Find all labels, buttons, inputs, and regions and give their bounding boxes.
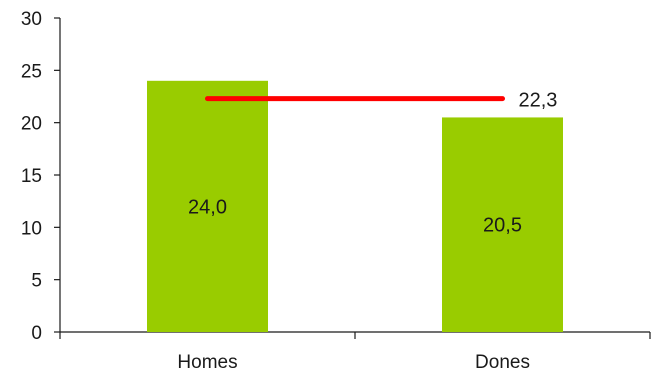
y-tick-label: 20 [21,114,42,135]
y-tick-label: 25 [21,61,42,82]
bar-homes [147,80,268,332]
x-category-label: Homes [177,352,237,373]
reference-line-label: 22,3 [519,90,558,112]
y-axis: 0 5 10 15 20 25 30 [21,9,61,344]
bar-value-label: 20,5 [483,215,522,237]
x-category-label: Dones [475,352,530,373]
y-tick-label: 0 [31,323,42,344]
reference-line-group: 22,3 [205,90,558,112]
y-tick-label: 30 [21,9,42,30]
bar-dones [442,117,563,332]
bar-value-label: 24,0 [188,196,227,218]
bars [147,80,563,332]
y-tick-label: 5 [31,271,42,292]
x-axis: Homes Dones [59,331,651,373]
data-labels: 24,0 20,5 [188,196,522,236]
y-tick-label: 15 [21,166,42,187]
y-tick-label: 10 [21,218,42,239]
